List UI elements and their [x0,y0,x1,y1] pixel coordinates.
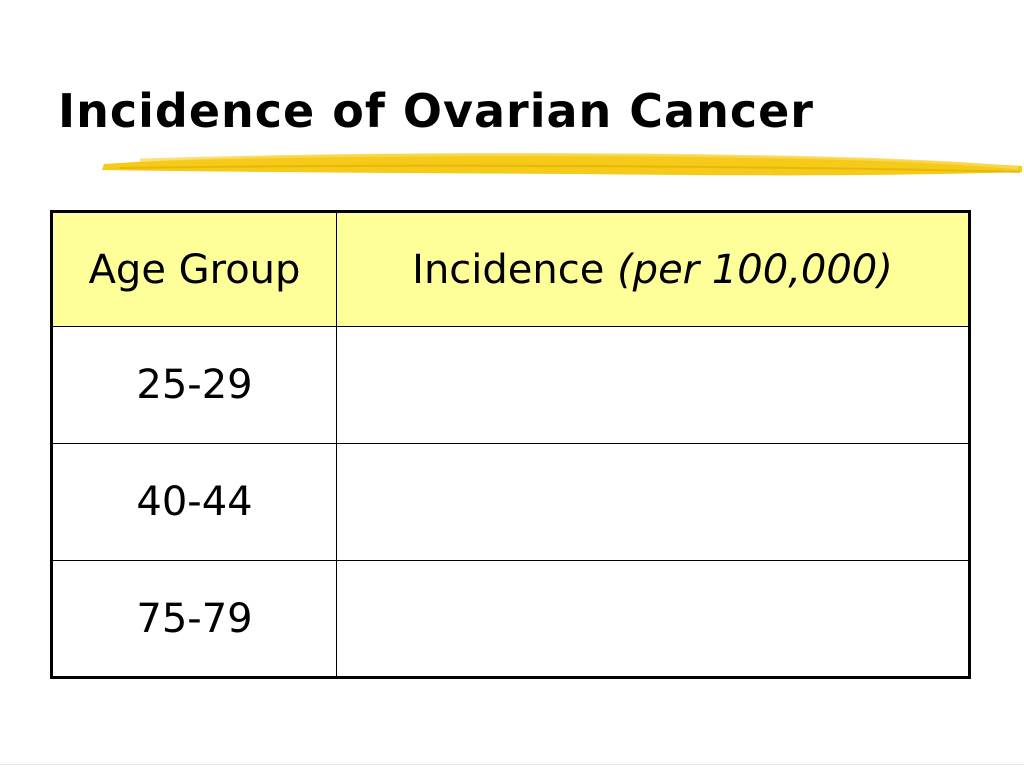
header-incidence: Incidence (per 100,000) [336,211,970,327]
table-row: 25-29 [51,326,970,444]
header-age-group: Age Group [51,211,337,327]
cell-incidence [336,560,970,678]
header-incidence-label: Incidence [412,246,605,293]
header-incidence-unit: (per 100,000) [617,246,893,293]
incidence-table: Age Group Incidence (per 100,000) 25-29 … [50,210,971,679]
cell-age-group: 25-29 [51,326,337,444]
table-row: 75-79 [51,560,970,678]
cell-age-group: 40-44 [51,443,337,561]
slide-title: Incidence of Ovarian Cancer [58,84,814,138]
slide-bottom-divider [0,764,1024,765]
cell-incidence [336,326,970,444]
table-header-row: Age Group Incidence (per 100,000) [51,211,970,327]
cell-incidence [336,443,970,561]
title-underline-brushstroke [102,153,1022,176]
cell-age-group: 75-79 [51,560,337,678]
table-row: 40-44 [51,443,970,561]
